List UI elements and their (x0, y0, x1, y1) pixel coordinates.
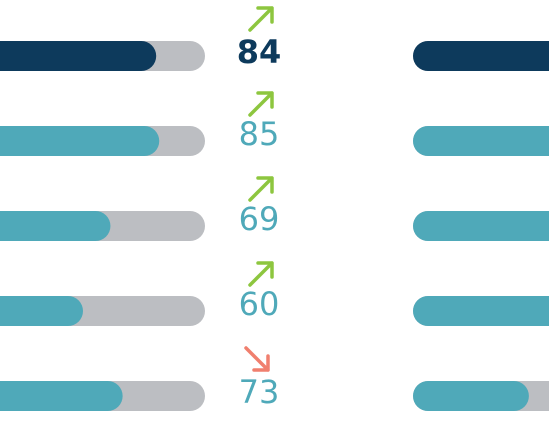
bar (0, 41, 157, 71)
bar (0, 126, 160, 156)
bar (0, 296, 83, 326)
bar (413, 296, 549, 326)
bar (0, 211, 111, 241)
trend-arrow (244, 346, 270, 372)
trend-arrow (248, 91, 274, 117)
trend-arrow (248, 6, 274, 32)
bar (413, 41, 549, 71)
bar (413, 126, 549, 156)
score: 85 (239, 115, 280, 153)
bar (0, 381, 123, 411)
score: 73 (239, 373, 280, 411)
score: 69 (239, 200, 280, 238)
bar (413, 211, 549, 241)
score: 84 (237, 33, 282, 71)
score: 60 (239, 285, 280, 323)
bar (413, 381, 529, 411)
trend-arrow (248, 176, 274, 202)
trend-arrow (248, 261, 274, 287)
